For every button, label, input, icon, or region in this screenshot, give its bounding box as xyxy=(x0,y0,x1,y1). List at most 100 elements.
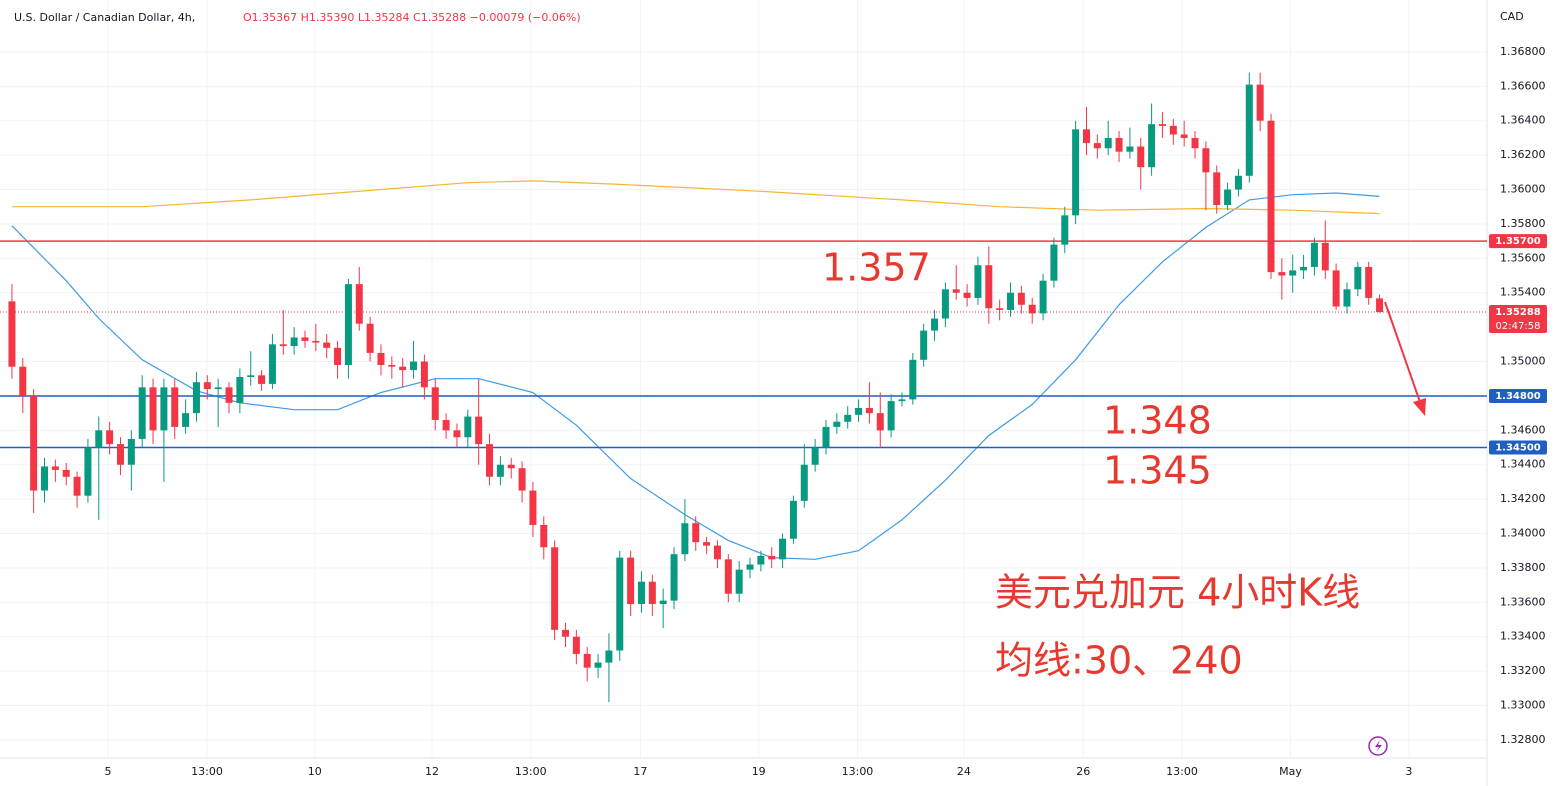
candle-body xyxy=(1376,298,1384,313)
candle-body xyxy=(344,284,352,365)
candle-body xyxy=(431,387,439,421)
y-tick-label: 1.36600 xyxy=(1500,79,1546,92)
candle-body xyxy=(1300,266,1308,271)
candle-body xyxy=(1234,175,1242,190)
candle-body xyxy=(486,444,494,477)
candle-body xyxy=(1191,137,1199,149)
candle-body xyxy=(1180,134,1188,138)
candle-body xyxy=(583,653,591,668)
candle-body xyxy=(192,382,200,414)
candle-body xyxy=(529,490,537,525)
plot xyxy=(0,72,1487,703)
candle-body xyxy=(377,352,385,365)
candle-body xyxy=(1289,270,1297,276)
replay-icon[interactable] xyxy=(1368,736,1388,756)
candle-body xyxy=(420,361,428,388)
grid xyxy=(0,0,1487,758)
candle-body xyxy=(1202,148,1210,173)
candle-body xyxy=(1039,280,1047,314)
candle-body xyxy=(996,308,1004,310)
candle-body xyxy=(41,466,49,491)
candle-body xyxy=(551,547,559,630)
candle-body xyxy=(1354,266,1362,290)
candle-body xyxy=(779,538,787,560)
candle-body xyxy=(225,387,233,403)
candle-body xyxy=(475,416,483,445)
candle-body xyxy=(865,407,873,414)
candle-body xyxy=(138,387,146,439)
candle-body xyxy=(453,430,461,438)
icon-bolt[interactable] xyxy=(1375,740,1382,752)
candle-body xyxy=(1343,289,1351,307)
candle-body xyxy=(605,650,613,663)
x-tick-label: 13:00 xyxy=(1166,765,1198,778)
candle-body xyxy=(203,382,211,390)
candle-body xyxy=(670,554,678,601)
candle-body xyxy=(616,557,624,651)
x-tick-label: 26 xyxy=(1076,765,1090,778)
candle-body xyxy=(1104,137,1112,149)
y-tick-label: 1.35800 xyxy=(1500,217,1546,230)
candle-body xyxy=(214,387,222,390)
candle-body xyxy=(171,387,179,427)
candle-body xyxy=(887,401,895,431)
candle-body xyxy=(410,361,418,371)
annotation: 1.348 xyxy=(1103,399,1212,443)
candle-body xyxy=(258,375,266,384)
candle-body xyxy=(366,323,374,353)
candle-body xyxy=(442,420,450,431)
arrow xyxy=(1384,301,1426,416)
arrow-line xyxy=(1384,301,1421,403)
candle-body xyxy=(1050,244,1058,281)
candle-body xyxy=(301,337,309,341)
candle-body xyxy=(312,340,320,343)
candle-body xyxy=(1082,129,1090,144)
y-tick-label: 1.36200 xyxy=(1500,148,1546,161)
candle-body xyxy=(1017,292,1025,305)
candle-body xyxy=(1072,129,1080,216)
candle-body xyxy=(746,564,754,570)
level-label: 1.35700 xyxy=(1495,236,1541,247)
y-tick-label: 1.33400 xyxy=(1500,630,1546,643)
y-tick-label: 1.33200 xyxy=(1500,664,1546,677)
candle-body xyxy=(160,387,168,431)
candle-body xyxy=(279,344,287,347)
candle-body xyxy=(268,344,276,384)
y-tick-label: 1.35600 xyxy=(1500,251,1546,264)
candle-body xyxy=(8,301,16,367)
candle-body xyxy=(703,542,711,546)
candle-body xyxy=(464,416,472,438)
candle-body xyxy=(1310,242,1318,267)
level-label: 1.34500 xyxy=(1495,443,1541,454)
candle-body xyxy=(1148,124,1156,168)
candle-body xyxy=(1158,124,1166,126)
candle-body xyxy=(789,500,797,539)
candle-body xyxy=(1278,272,1286,276)
candle-body xyxy=(844,414,852,422)
candle-body xyxy=(1213,172,1221,206)
x-tick-label: 5 xyxy=(104,765,111,778)
countdown: 02:47:58 xyxy=(1496,321,1541,332)
arrow-head xyxy=(1413,398,1426,416)
candle-body xyxy=(1267,120,1275,273)
candle-body xyxy=(811,447,819,465)
last-price-label: 1.35288 xyxy=(1495,307,1541,318)
quote: O1.35367 H1.35390 L1.35284 C1.35288 −0.0… xyxy=(243,11,581,24)
y-tick-label: 1.33600 xyxy=(1500,595,1546,608)
candle-body xyxy=(51,466,59,470)
candle-body xyxy=(768,555,776,560)
candle-body xyxy=(116,444,124,465)
candle-body xyxy=(692,523,700,543)
candle-body xyxy=(735,569,743,594)
level-box xyxy=(1489,440,1547,455)
candle-body xyxy=(648,581,656,605)
candle-body xyxy=(149,387,157,431)
annotation: 1.357 xyxy=(822,246,931,290)
icon-ring[interactable] xyxy=(1368,736,1388,756)
candle-body xyxy=(833,421,841,427)
candle-body xyxy=(952,289,960,293)
candle-body xyxy=(62,469,70,477)
candle-body xyxy=(572,636,580,654)
candle-body xyxy=(659,600,667,605)
